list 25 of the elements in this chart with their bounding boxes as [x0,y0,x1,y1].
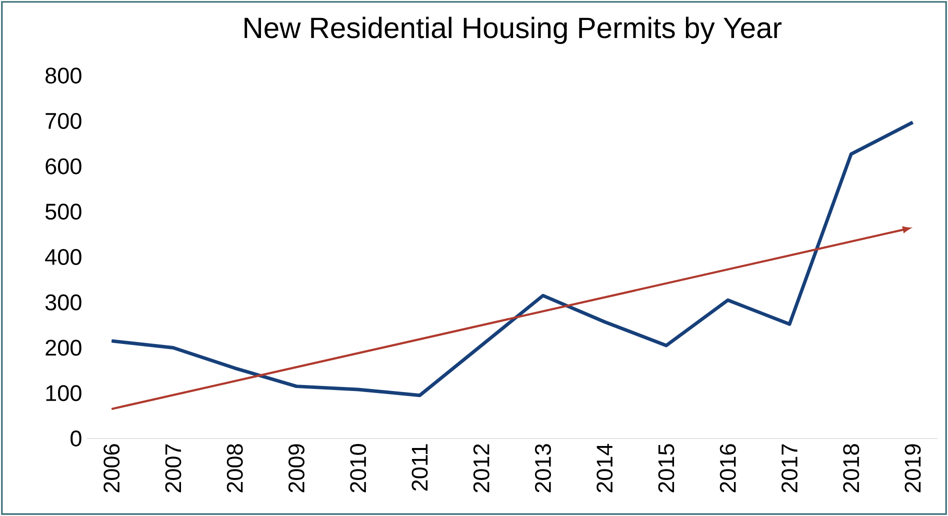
x-tick-label: 2007 [165,444,182,492]
y-tick-label: 200 [46,340,82,356]
y-tick-label: 100 [46,385,82,402]
y-tick-label: 400 [45,249,82,266]
y-tick-label: 600 [46,158,82,174]
x-tick-label: 2006 [104,444,120,492]
y-tick-label: 0 [70,430,82,446]
x-tick-label: 2016 [720,444,736,492]
x-tick-label: 2019 [904,444,921,492]
x-tick-label: 2010 [350,444,366,492]
line-series [110,120,914,398]
x-tick-label: 2011 [412,444,428,491]
y-tick-label: 300 [45,294,82,310]
y-tick-label: 500 [45,204,82,220]
x-tick-label: 2008 [226,444,243,492]
x-tick-label: 2015 [658,444,674,492]
y-tick-label: 800 [46,68,82,84]
x-tick-label: 2017 [782,444,798,492]
x-tick-label: 2013 [534,444,551,492]
x-tick-label: 2012 [473,444,490,492]
x-tick-label: 2018 [843,444,860,492]
x-tick-label: 2014 [596,444,613,492]
chart-title: New Residential Housing Permits by Year [244,16,782,44]
y-tick-label: 700 [46,112,82,129]
x-tick-label: 2009 [288,444,304,492]
